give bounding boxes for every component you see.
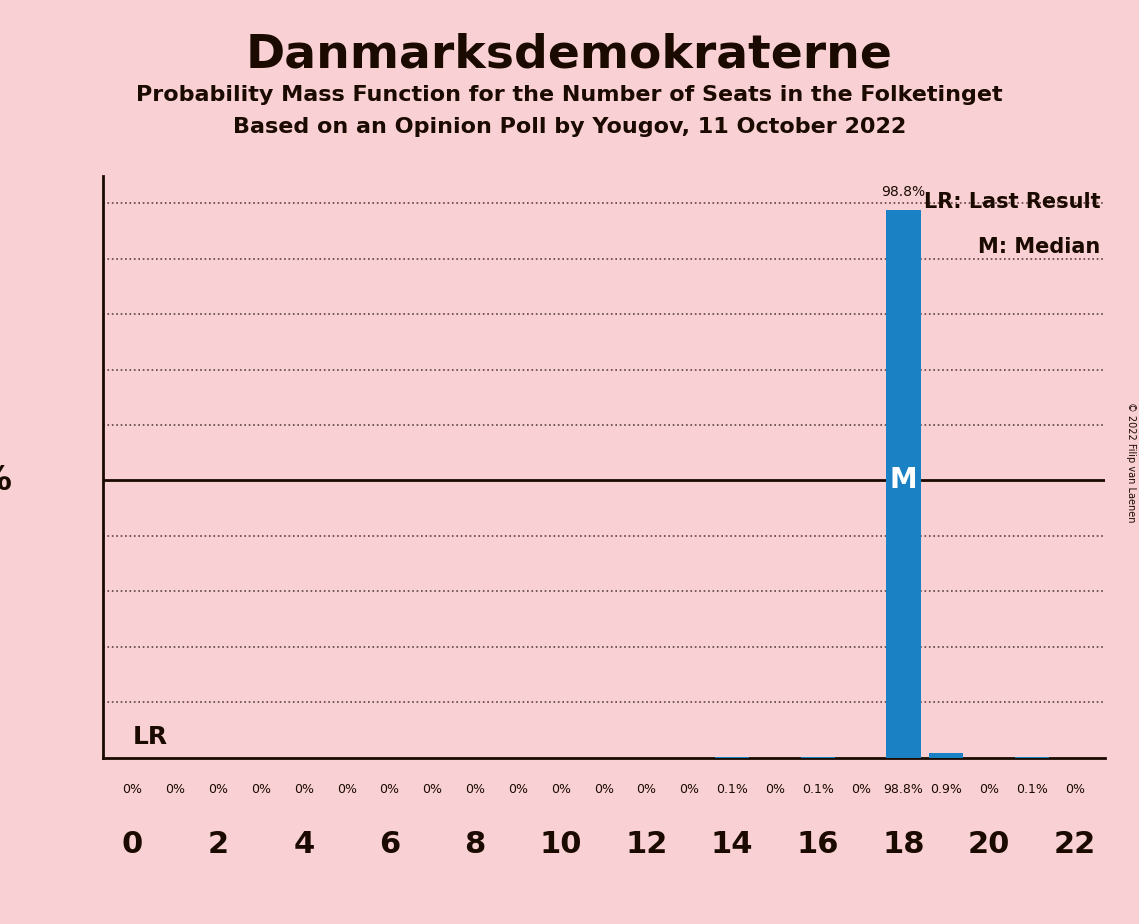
Text: 6: 6 xyxy=(379,830,400,858)
Text: 10: 10 xyxy=(540,830,582,858)
Text: 98.8%: 98.8% xyxy=(884,783,924,796)
Text: 0.1%: 0.1% xyxy=(802,783,834,796)
Text: 0%: 0% xyxy=(551,783,571,796)
Text: 0%: 0% xyxy=(337,783,357,796)
Text: 0%: 0% xyxy=(980,783,999,796)
Text: 0%: 0% xyxy=(379,783,400,796)
Text: LR: LR xyxy=(132,725,167,749)
Text: Based on an Opinion Poll by Yougov, 11 October 2022: Based on an Opinion Poll by Yougov, 11 O… xyxy=(232,117,907,138)
Text: 2: 2 xyxy=(207,830,229,858)
Text: 12: 12 xyxy=(625,830,667,858)
Text: 50%: 50% xyxy=(0,464,13,497)
Text: 0%: 0% xyxy=(208,783,228,796)
Text: LR: Last Result: LR: Last Result xyxy=(924,192,1100,213)
Text: M: M xyxy=(890,467,917,494)
Text: 0%: 0% xyxy=(593,783,614,796)
Text: 0%: 0% xyxy=(165,783,186,796)
Text: 14: 14 xyxy=(711,830,753,858)
Text: Danmarksdemokraterne: Danmarksdemokraterne xyxy=(246,32,893,78)
Text: 0%: 0% xyxy=(465,783,485,796)
Text: © 2022 Filip van Laenen: © 2022 Filip van Laenen xyxy=(1126,402,1136,522)
Text: 0%: 0% xyxy=(851,783,870,796)
Text: 0%: 0% xyxy=(508,783,528,796)
Text: 0%: 0% xyxy=(423,783,442,796)
Text: 0: 0 xyxy=(122,830,144,858)
Text: Probability Mass Function for the Number of Seats in the Folketinget: Probability Mass Function for the Number… xyxy=(137,85,1002,105)
Text: 22: 22 xyxy=(1054,830,1096,858)
Text: 0.1%: 0.1% xyxy=(716,783,748,796)
Text: 98.8%: 98.8% xyxy=(882,185,926,199)
Bar xyxy=(886,210,920,758)
Text: 16: 16 xyxy=(796,830,839,858)
Text: 18: 18 xyxy=(883,830,925,858)
Text: 4: 4 xyxy=(293,830,314,858)
Text: 8: 8 xyxy=(465,830,486,858)
Text: 20: 20 xyxy=(968,830,1010,858)
Text: 0.9%: 0.9% xyxy=(931,783,962,796)
Text: 0%: 0% xyxy=(637,783,656,796)
Text: 0%: 0% xyxy=(679,783,699,796)
Text: 0%: 0% xyxy=(123,783,142,796)
Text: 0.1%: 0.1% xyxy=(1016,783,1048,796)
Text: 0%: 0% xyxy=(251,783,271,796)
Bar xyxy=(929,753,964,758)
Text: 0%: 0% xyxy=(1065,783,1084,796)
Text: 0%: 0% xyxy=(765,783,785,796)
Text: 0%: 0% xyxy=(294,783,314,796)
Text: M: Median: M: Median xyxy=(978,237,1100,257)
